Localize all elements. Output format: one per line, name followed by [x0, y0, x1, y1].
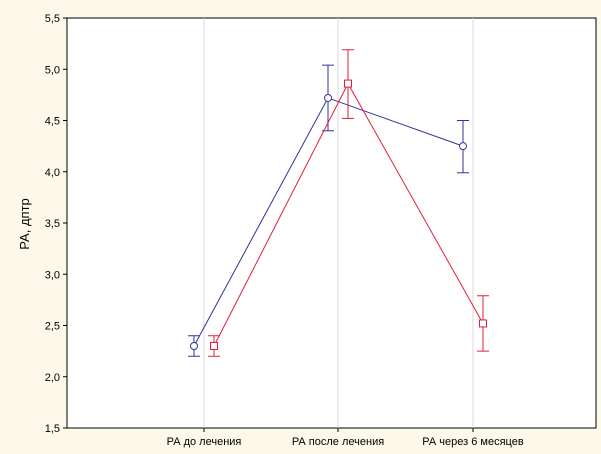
y-tick-label: 4,5 [45, 116, 60, 128]
y-tick-label: 2,5 [45, 321, 60, 333]
series-group [188, 49, 489, 357]
data-point [459, 142, 467, 151]
y-tick-label: 2,0 [45, 372, 60, 384]
data-point [479, 319, 487, 328]
axes: 1,5 2,0 2,5 3,0 3,5 4,0 4,5 5,0 5,5 РА до лечения… [45, 13, 524, 448]
y-tick-label: 4,0 [45, 167, 60, 179]
y-axis-label: РА, дптр [17, 198, 32, 250]
grid-lines [203, 18, 474, 428]
y-tick-label: 5,0 [45, 64, 60, 76]
y-tick-label: 3,0 [45, 269, 60, 281]
data-point [344, 79, 352, 88]
plot-area [66, 17, 597, 429]
x-tick-label: РА через 6 месяцев [422, 436, 524, 448]
y-tick-label: 1,5 [45, 423, 60, 435]
x-tick-label: РА после лечения [292, 436, 384, 448]
data-point [190, 342, 198, 350]
y-tick-label: 3,5 [45, 218, 60, 230]
x-tick-label: РА до лечения [167, 436, 242, 448]
data-point [210, 342, 218, 350]
y-tick-label: 5,5 [45, 13, 60, 25]
data-point [324, 93, 332, 102]
